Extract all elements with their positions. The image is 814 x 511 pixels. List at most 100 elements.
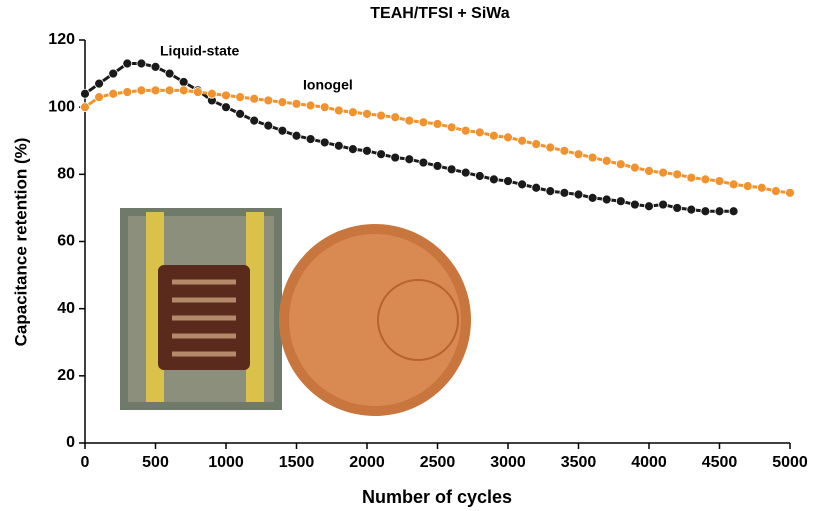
data-point <box>319 137 330 148</box>
data-point <box>333 140 344 151</box>
data-point <box>221 102 231 113</box>
data-point <box>686 172 697 183</box>
data-point <box>418 157 429 168</box>
data-point <box>305 134 316 144</box>
data-point <box>122 87 133 97</box>
data-point <box>658 199 668 210</box>
data-point <box>446 122 457 133</box>
data-point <box>559 145 570 156</box>
x-axis-label: Number of cycles <box>362 487 512 507</box>
data-point <box>150 85 161 96</box>
data-point <box>686 204 697 215</box>
data-point <box>136 58 147 69</box>
data-point <box>644 201 654 212</box>
data-point <box>559 187 570 198</box>
series-label: Ionogel <box>303 77 353 93</box>
data-point <box>672 169 683 180</box>
data-point <box>545 186 556 197</box>
x-tick-label: 2500 <box>420 454 456 471</box>
data-point <box>235 108 246 119</box>
data-point <box>206 88 217 99</box>
data-point <box>277 125 288 136</box>
data-point <box>700 174 711 185</box>
data-point <box>517 135 527 146</box>
data-point <box>601 194 612 205</box>
y-tick-label: 0 <box>66 434 75 451</box>
x-tick-label: 3500 <box>561 454 597 471</box>
data-point <box>573 149 584 160</box>
data-point <box>249 115 260 126</box>
data-point <box>460 167 471 178</box>
data-point <box>587 192 598 203</box>
data-point <box>333 105 344 116</box>
data-point <box>404 115 415 126</box>
data-point <box>446 164 457 175</box>
data-point <box>235 92 246 102</box>
data-point <box>94 78 104 89</box>
data-point <box>517 179 527 190</box>
data-point <box>672 203 683 213</box>
data-point <box>178 77 189 87</box>
data-point <box>418 117 429 128</box>
data-point <box>319 102 330 113</box>
data-point <box>432 161 443 171</box>
data-point <box>615 159 626 170</box>
data-point <box>503 176 513 186</box>
y-tick-label: 40 <box>57 300 75 317</box>
data-point <box>108 88 119 99</box>
y-tick-label: 120 <box>48 31 75 48</box>
x-tick-label: 4000 <box>631 454 667 471</box>
data-point <box>742 181 753 191</box>
interdigitated-pattern <box>172 279 236 357</box>
data-point <box>291 98 302 109</box>
y-tick-label: 20 <box>57 367 75 384</box>
x-tick-label: 3000 <box>490 454 526 471</box>
data-point <box>714 206 725 217</box>
data-point <box>432 119 443 129</box>
data-point <box>545 142 556 153</box>
data-point <box>531 182 542 193</box>
x-tick-label: 5000 <box>772 454 808 471</box>
data-point <box>460 125 471 136</box>
data-point <box>178 85 189 96</box>
data-point <box>362 145 372 156</box>
series-line <box>84 88 791 195</box>
data-point <box>221 90 231 101</box>
data-point <box>728 206 739 217</box>
data-point <box>249 93 260 104</box>
y-axis-label: Capacitance retention (%) <box>11 138 30 347</box>
inset-photo <box>120 208 471 416</box>
data-point <box>630 199 640 210</box>
x-tick-label: 1000 <box>208 454 244 471</box>
data-point <box>474 127 485 138</box>
data-point <box>390 152 401 163</box>
data-point <box>728 179 739 190</box>
data-point <box>756 182 767 193</box>
data-point <box>714 176 725 186</box>
data-point <box>630 162 640 173</box>
data-point <box>644 166 654 176</box>
data-point <box>771 186 781 197</box>
data-point <box>108 68 119 79</box>
coin-face <box>289 234 461 406</box>
data-point <box>658 167 668 178</box>
electrode <box>246 212 264 402</box>
data-point <box>192 87 203 97</box>
data-point <box>700 206 711 217</box>
data-point <box>80 88 90 99</box>
data-point <box>362 108 372 119</box>
data-point <box>390 112 401 123</box>
data-point <box>587 152 598 163</box>
data-point <box>277 97 288 108</box>
data-point <box>376 149 387 160</box>
x-tick-label: 1500 <box>279 454 315 471</box>
data-point <box>263 120 274 131</box>
data-point <box>601 155 612 166</box>
data-point <box>122 58 133 69</box>
data-point <box>488 174 499 185</box>
data-point <box>263 95 274 106</box>
x-tick-label: 500 <box>142 454 169 471</box>
data-point <box>136 85 147 96</box>
x-tick-label: 4500 <box>702 454 738 471</box>
